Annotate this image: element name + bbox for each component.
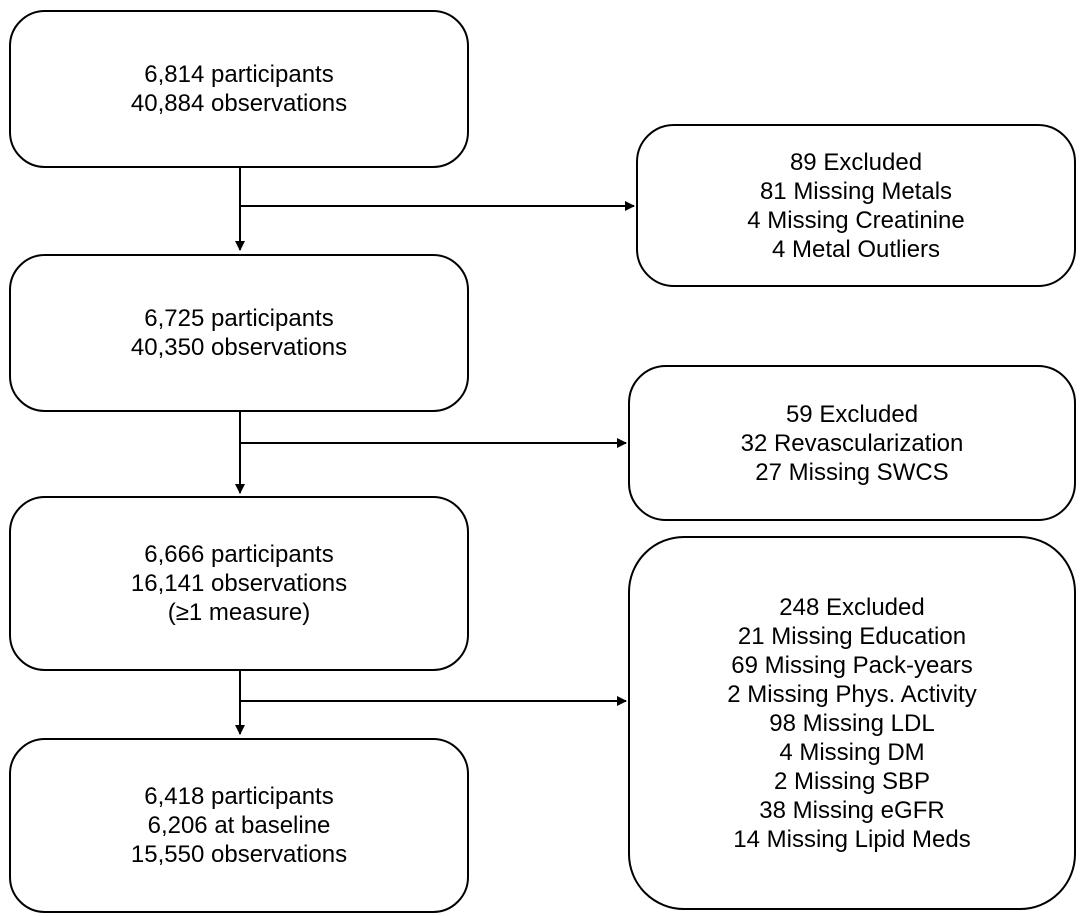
box-line: 15,550 observations: [130, 841, 348, 868]
main-box-1: 6,814 participants 40,884 observations: [9, 10, 469, 168]
box-line: 27 Missing SWCS: [755, 458, 949, 486]
box-line: 38 Missing eGFR: [759, 796, 945, 824]
box-line: 69 Missing Pack-years: [731, 651, 973, 679]
box-line: 21 Missing Education: [737, 622, 967, 650]
box-line: 2 Missing Phys. Activity: [727, 680, 977, 708]
box-line: 32 Revascularization: [740, 429, 964, 457]
box-line: 6,725 participants: [144, 305, 334, 332]
box-line: 6,418 participants: [144, 783, 334, 810]
box-line: 98 Missing LDL: [769, 709, 935, 737]
exclusion-box-3: 248 Excluded 21 Missing Education 69 Mis…: [628, 536, 1076, 910]
box-line: 40,884 observations: [130, 90, 348, 117]
box-line: 248 Excluded: [779, 593, 925, 621]
exclusion-box-2: 59 Excluded 32 Revascularization 27 Miss…: [628, 365, 1076, 521]
box-line: 89 Excluded: [789, 148, 923, 176]
box-line: 6,206 at baseline: [147, 812, 331, 839]
box-line: (≥1 measure): [167, 599, 311, 626]
box-line: 4 Metal Outliers: [771, 235, 941, 263]
box-line: 4 Missing DM: [779, 738, 925, 766]
box-line: 16,141 observations: [130, 570, 348, 597]
main-box-2: 6,725 participants 40,350 observations: [9, 254, 469, 412]
box-line: 6,666 participants: [144, 541, 334, 568]
box-line: 14 Missing Lipid Meds: [733, 825, 971, 853]
box-line: 6,814 participants: [144, 61, 334, 88]
main-box-4: 6,418 participants 6,206 at baseline 15,…: [9, 738, 469, 913]
box-line: 2 Missing SBP: [773, 767, 931, 795]
box-line: 4 Missing Creatinine: [747, 206, 965, 234]
box-line: 81 Missing Metals: [759, 177, 953, 205]
box-line: 40,350 observations: [130, 334, 348, 361]
box-line: 59 Excluded: [785, 400, 919, 428]
exclusion-box-1: 89 Excluded 81 Missing Metals 4 Missing …: [636, 124, 1076, 287]
main-box-3: 6,666 participants 16,141 observations (…: [9, 496, 469, 671]
